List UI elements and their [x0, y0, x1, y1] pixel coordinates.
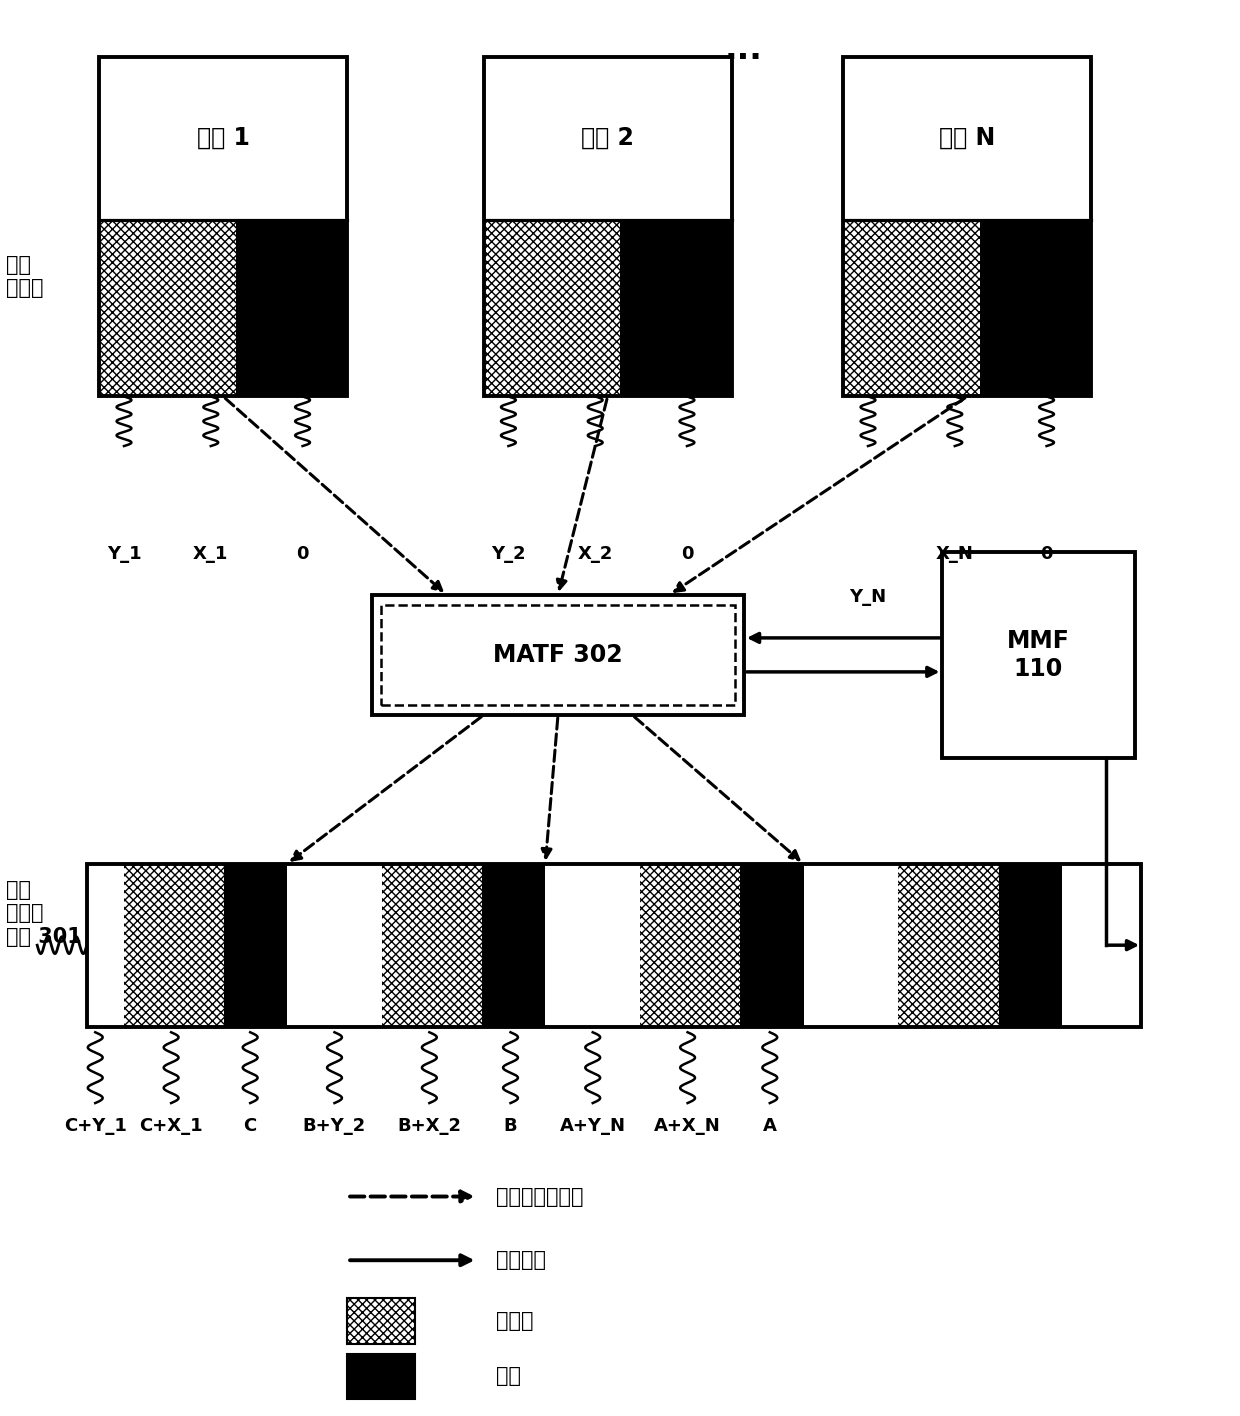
Bar	[546, 864, 640, 1027]
Text: Y_1: Y_1	[107, 545, 141, 564]
Bar	[484, 219, 620, 396]
Bar	[87, 864, 124, 1027]
Text: B+Y_2: B+Y_2	[303, 1117, 366, 1136]
Text: 不共享: 不共享	[496, 1311, 533, 1331]
Text: B+X_2: B+X_2	[397, 1117, 461, 1136]
Bar	[1061, 864, 1141, 1027]
Bar	[620, 219, 732, 396]
Bar	[372, 595, 744, 715]
Bar	[640, 864, 740, 1027]
Bar	[99, 219, 236, 396]
Bar	[843, 57, 1091, 396]
Bar	[898, 864, 998, 1027]
Bar	[804, 864, 899, 1027]
Text: A+Y_N: A+Y_N	[559, 1117, 626, 1136]
Bar	[942, 552, 1135, 758]
Bar	[223, 864, 288, 1027]
Text: A: A	[763, 1117, 776, 1136]
Bar	[381, 605, 735, 705]
Bar	[124, 864, 223, 1027]
Text: C+X_1: C+X_1	[139, 1117, 203, 1136]
Text: MMF
110: MMF 110	[1007, 629, 1070, 681]
Text: 虚拟
存储器: 虚拟 存储器	[6, 255, 43, 297]
Text: X_1: X_1	[193, 545, 228, 564]
Bar	[87, 864, 1141, 1027]
Text: X_N: X_N	[936, 545, 973, 564]
Bar	[347, 1354, 415, 1399]
Text: ...: ...	[725, 33, 763, 67]
Bar	[288, 864, 382, 1027]
Text: 存储器访问请求: 存储器访问请求	[496, 1187, 584, 1206]
Text: 实例 N: 实例 N	[939, 126, 996, 150]
Bar	[998, 864, 1061, 1027]
Text: 控制请求: 控制请求	[496, 1250, 546, 1270]
Text: 实例 1: 实例 1	[197, 126, 249, 150]
Bar	[382, 864, 482, 1027]
Bar	[482, 864, 546, 1027]
Text: Y_2: Y_2	[491, 545, 526, 564]
Text: C: C	[243, 1117, 257, 1136]
Text: 物理
存储器
雪橇 301: 物理 存储器 雪橇 301	[6, 881, 82, 946]
Text: X_2: X_2	[578, 545, 613, 564]
Text: 0: 0	[1040, 545, 1053, 564]
Text: C+Y_1: C+Y_1	[63, 1117, 126, 1136]
Bar	[99, 57, 347, 396]
Text: 实例 2: 实例 2	[582, 126, 634, 150]
Text: 共享: 共享	[496, 1366, 521, 1386]
Bar	[980, 219, 1091, 396]
Bar	[843, 219, 980, 396]
Text: MATF 302: MATF 302	[494, 643, 622, 667]
Text: 0: 0	[681, 545, 693, 564]
Text: Y_N: Y_N	[849, 588, 887, 606]
Bar	[236, 219, 347, 396]
Bar	[347, 1298, 415, 1344]
Bar	[484, 57, 732, 396]
Text: 0: 0	[296, 545, 309, 564]
Text: A+X_N: A+X_N	[655, 1117, 720, 1136]
Bar	[740, 864, 804, 1027]
Text: B: B	[503, 1117, 517, 1136]
